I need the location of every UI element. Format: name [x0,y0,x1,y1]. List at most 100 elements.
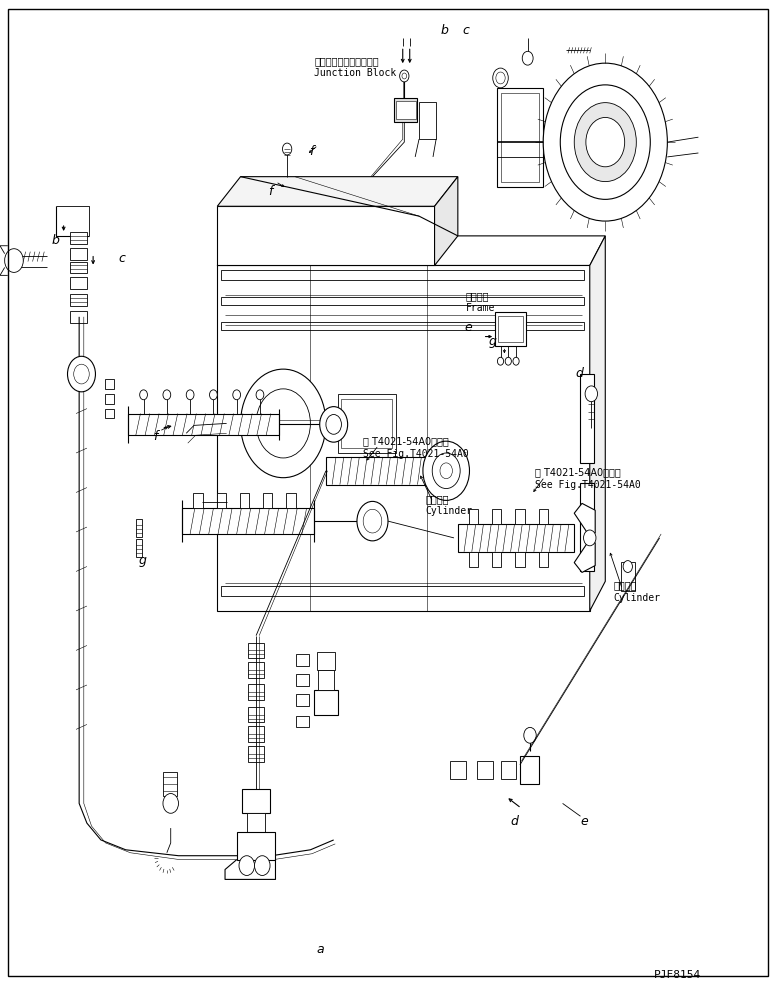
Text: b: b [441,24,449,37]
Text: c: c [462,24,469,37]
Bar [326,458,427,485]
Text: シリンダ: シリンダ [613,580,636,590]
Bar [105,380,114,389]
Bar [221,587,584,597]
Bar [539,552,548,567]
Circle shape [402,74,407,80]
Circle shape [320,407,348,443]
Bar [193,493,203,509]
Text: シリンダ: シリンダ [425,494,449,504]
Circle shape [163,794,178,813]
Circle shape [363,510,382,533]
Bar [492,552,501,567]
Bar [469,510,478,525]
Bar [469,552,478,567]
Text: b: b [52,234,60,247]
Bar [495,313,526,347]
Circle shape [497,358,504,366]
Bar [136,539,142,557]
Bar [70,312,87,323]
Bar [394,99,417,123]
Bar [163,772,177,797]
Bar [248,707,264,723]
Circle shape [74,365,89,385]
Bar [419,103,436,140]
Text: d: d [511,813,518,827]
Circle shape [524,728,536,743]
Circle shape [440,463,452,479]
Bar [248,746,264,762]
Circle shape [400,71,409,83]
Bar [221,271,584,281]
Text: f: f [309,144,314,158]
Bar [458,525,574,552]
Circle shape [241,370,326,478]
Bar [128,414,279,436]
Bar [221,322,584,330]
Polygon shape [574,543,595,573]
Bar [501,761,516,779]
Bar [318,670,334,690]
Bar [520,756,539,784]
Bar [341,399,392,449]
Text: f: f [268,184,272,198]
Polygon shape [217,237,605,266]
Circle shape [560,86,650,200]
Bar [242,789,270,813]
Circle shape [282,144,292,156]
Bar [338,394,396,454]
Bar [296,716,309,728]
Polygon shape [217,177,458,207]
Bar [263,493,272,509]
Bar [515,552,525,567]
Text: d: d [576,366,584,380]
Bar [248,684,264,700]
Circle shape [163,390,171,400]
Circle shape [210,390,217,400]
Circle shape [423,442,469,501]
Bar [450,761,466,779]
Circle shape [432,454,460,489]
Bar [70,278,87,290]
Circle shape [584,530,596,546]
Bar [136,520,142,537]
Bar [317,653,335,670]
Text: Junction Block: Junction Block [314,68,397,78]
Circle shape [233,390,241,400]
Text: See Fig.T4021-54A0: See Fig.T4021-54A0 [363,449,469,458]
Text: g: g [489,334,497,348]
Polygon shape [217,266,590,611]
Bar [286,493,296,509]
Text: ジャンクションブロック: ジャンクションブロック [314,56,379,66]
Circle shape [623,561,632,573]
Circle shape [326,415,341,435]
Bar [580,483,594,572]
Text: e: e [580,813,588,827]
Bar [539,510,548,525]
Circle shape [357,502,388,541]
Bar [237,832,275,860]
Bar [247,813,265,833]
Bar [70,295,87,307]
Text: 第 T4021-54A0図参照: 第 T4021-54A0図参照 [363,436,449,446]
Bar [497,89,543,187]
Circle shape [586,118,625,168]
Text: e: e [464,320,472,334]
Text: フレーム: フレーム [466,291,489,301]
Circle shape [186,390,194,400]
Bar [621,562,635,592]
Bar [314,690,338,715]
Bar [70,248,87,260]
Bar [105,394,114,404]
Circle shape [255,856,270,876]
Circle shape [522,52,533,66]
Bar [248,643,264,659]
Text: 第 T4021-54A0図参照: 第 T4021-54A0図参照 [535,466,622,476]
Circle shape [493,69,508,89]
Text: Cylinder: Cylinder [425,506,473,516]
Circle shape [543,64,667,222]
Bar [515,510,525,525]
Bar [248,727,264,742]
Text: f: f [154,429,158,443]
Circle shape [239,856,255,876]
